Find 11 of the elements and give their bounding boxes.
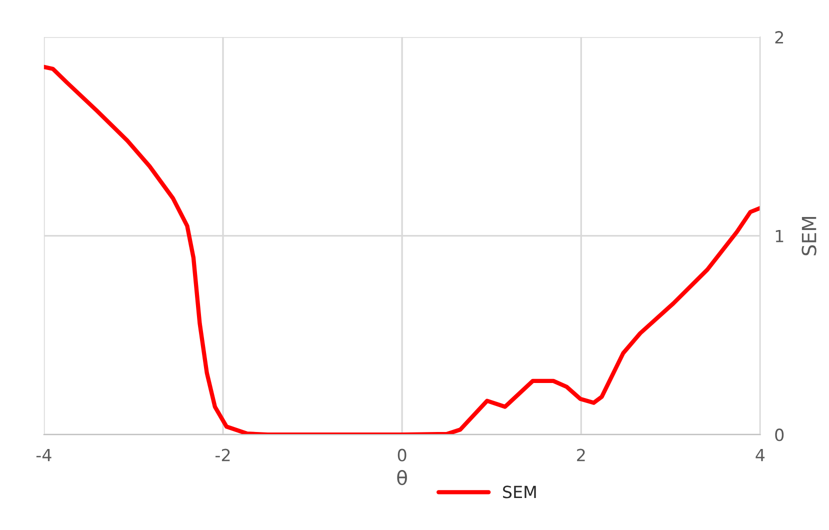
x-tick-label: -4 — [36, 449, 52, 462]
y-tick-label: 1 — [776, 230, 784, 242]
y-tick-label: 0 — [775, 428, 784, 442]
y-tick-label: 2 — [775, 31, 784, 44]
y-axis-title: SEM — [802, 217, 816, 256]
x-tick-label: 4 — [756, 449, 765, 462]
x-tick-label: -2 — [216, 448, 230, 462]
x-tick-label: 2 — [577, 448, 585, 462]
x-axis-title: θ — [397, 470, 407, 486]
x-tick-label: 0 — [398, 448, 406, 462]
legend-label: SEM — [503, 486, 536, 498]
